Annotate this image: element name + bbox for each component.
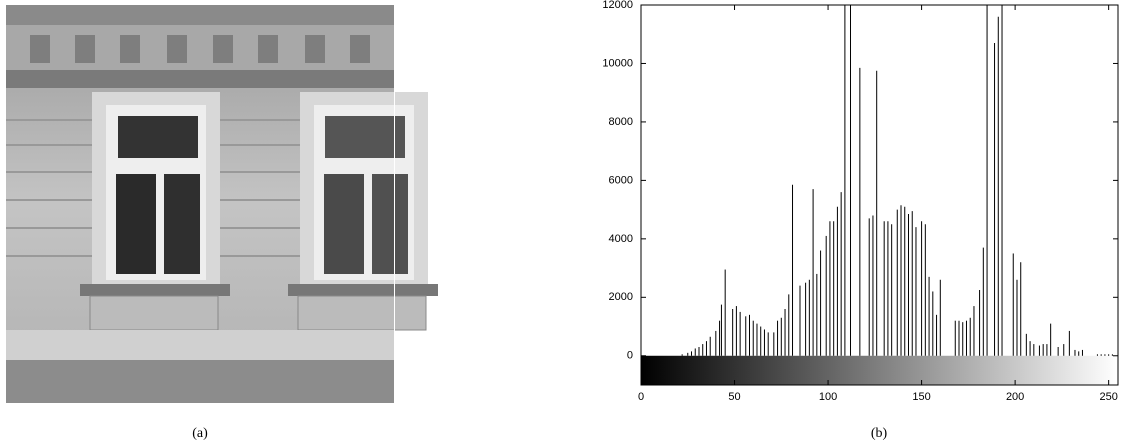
y-tick-label: 8000 [609, 116, 633, 128]
y-tick-label: 12000 [602, 0, 633, 11]
y-tick-label: 10000 [602, 57, 633, 69]
figure: (a) (b) 0 2000 4000 6000 8000 10000 12000 0 50 10… [0, 0, 1128, 447]
photo [6, 5, 438, 403]
caption: (a) [192, 426, 208, 441]
x-tick-label: 50 [728, 391, 740, 403]
x-tick-label: 250 [1099, 391, 1117, 403]
x-tick-label: 0 [638, 391, 644, 403]
caption: (b) [871, 426, 888, 441]
y-tick-label: 2000 [609, 291, 633, 303]
colorbar [641, 356, 1118, 385]
y-tick-label: 0 [627, 350, 633, 362]
x-tick-label: 200 [1006, 391, 1024, 403]
x-tick-label: 150 [912, 391, 930, 403]
y-tick-label: 6000 [609, 174, 633, 186]
y-tick-label: 4000 [609, 233, 633, 245]
x-tick-label: 100 [819, 391, 837, 403]
axes-frame [641, 5, 1118, 385]
